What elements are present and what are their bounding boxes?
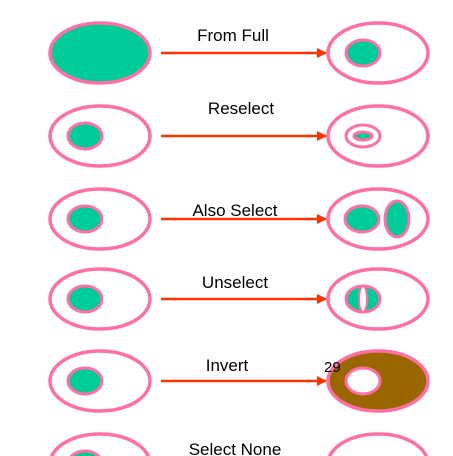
row-6-before-inner-selection — [69, 449, 101, 456]
page-number: 29 — [324, 359, 341, 376]
row-2-after-ring — [344, 123, 382, 149]
op-label-reselect: Reselect — [207, 99, 275, 118]
row-3-after-left-selection — [343, 204, 381, 234]
op-label-also-select: Also Select — [192, 201, 278, 220]
row-3-before-outer-ellipse — [48, 187, 152, 251]
op-label-select-none: Select None — [188, 440, 282, 456]
row-3-after-right-selection — [383, 199, 411, 239]
row-6-before-outer-ellipse — [49, 432, 151, 456]
row-5-after-hole — [344, 366, 382, 396]
op-label-invert: Invert — [205, 356, 249, 375]
row-1-before-full-ellipse — [48, 21, 152, 85]
row-4-before-inner-selection — [66, 284, 104, 314]
row-6-after-empty-ellipse — [327, 432, 429, 456]
row-5-before-outer-ellipse — [48, 349, 152, 413]
row-5-before-inner-selection — [66, 366, 104, 396]
op-label-unselect: Unselect — [201, 273, 269, 292]
row-4-before-outer-ellipse — [48, 267, 152, 331]
row-3-before-inner-selection — [66, 204, 104, 234]
row-2-after-outer-ellipse — [326, 104, 430, 168]
row-3-after-outer-ellipse — [326, 187, 430, 251]
row-4-after-unselected-gap — [358, 285, 368, 313]
row-1-after-outer-ellipse — [326, 21, 430, 85]
row-2-before-inner-selection — [66, 121, 104, 151]
row-2-before-outer-ellipse — [48, 104, 152, 168]
row-2-after-core-selection — [352, 130, 374, 142]
row-1-after-inner-selection — [344, 38, 382, 68]
row-4-after-outer-ellipse — [326, 267, 430, 331]
op-label-from-full: From Full — [197, 26, 269, 45]
